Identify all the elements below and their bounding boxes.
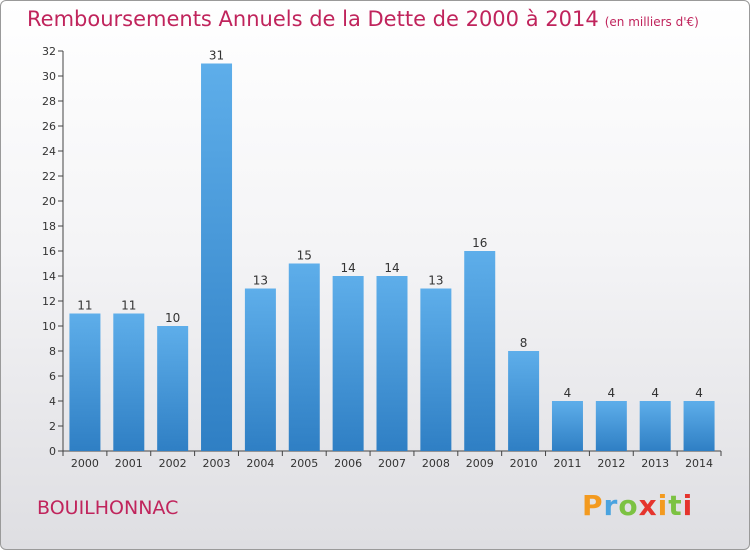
data-label-2005: 15 [297, 249, 312, 263]
y-tick-label: 16 [42, 245, 56, 258]
bar-2002 [157, 326, 189, 451]
logo-letter: r [603, 489, 619, 522]
bar-2005 [288, 263, 320, 451]
data-label-2014: 4 [695, 386, 703, 400]
data-label-2010: 8 [520, 336, 528, 350]
x-tick-label-2005: 2005 [290, 457, 318, 470]
data-label-2013: 4 [651, 386, 659, 400]
bar-2011 [551, 401, 583, 451]
x-tick-label-2004: 2004 [246, 457, 274, 470]
data-label-2000: 11 [77, 299, 92, 313]
bar-2001 [113, 313, 145, 451]
bar-2012 [595, 401, 627, 451]
data-label-2004: 13 [253, 274, 268, 288]
y-tick-label: 6 [49, 370, 56, 383]
y-tick-label: 24 [42, 145, 56, 158]
x-tick-label-2009: 2009 [466, 457, 494, 470]
commune-name: BOUILHONNAC [37, 497, 179, 519]
x-tick-label-2000: 2000 [71, 457, 99, 470]
x-tick-label-2006: 2006 [334, 457, 362, 470]
chart-subtitle: (en milliers d'€) [604, 15, 699, 29]
data-label-2012: 4 [608, 386, 616, 400]
y-tick-label: 20 [42, 195, 56, 208]
data-label-2009: 16 [472, 236, 487, 250]
data-label-2006: 14 [340, 261, 355, 275]
logo-letter: i [682, 489, 694, 522]
bar-2014 [683, 401, 715, 451]
bar-2013 [639, 401, 671, 451]
bar-2010 [508, 351, 540, 451]
chart-title-text: Remboursements Annuels de la Dette de 20… [27, 7, 599, 31]
data-label-2008: 13 [428, 274, 443, 288]
data-label-2002: 10 [165, 311, 180, 325]
x-tick-label-2013: 2013 [641, 457, 669, 470]
chart-title: Remboursements Annuels de la Dette de 20… [27, 7, 699, 31]
bar-2008 [420, 288, 452, 451]
y-tick-label: 0 [49, 445, 56, 458]
y-tick-label: 22 [42, 170, 56, 183]
x-tick-label-2002: 2002 [159, 457, 187, 470]
y-tick-label: 30 [42, 70, 56, 83]
y-tick-label: 18 [42, 220, 56, 233]
y-tick-label: 26 [42, 120, 56, 133]
data-label-2001: 11 [121, 299, 136, 313]
bar-2006 [332, 276, 364, 451]
y-tick-label: 2 [49, 420, 56, 433]
y-tick-label: 12 [42, 295, 56, 308]
data-label-2007: 14 [384, 261, 399, 275]
data-label-2011: 4 [564, 386, 572, 400]
bar-2000 [69, 313, 101, 451]
bar-2007 [376, 276, 408, 451]
x-tick-label-2003: 2003 [203, 457, 231, 470]
y-tick-label: 32 [42, 45, 56, 58]
y-tick-label: 4 [49, 395, 56, 408]
logo-letter: P [582, 489, 604, 522]
logo-letter: t [668, 489, 683, 522]
bars: 11 11 10 31 13 15 14 14 13 16 8 4 4 4 4 [69, 49, 715, 451]
bar-2003 [201, 63, 233, 451]
y-tick-label: 10 [42, 320, 56, 333]
logo-letter: x [638, 489, 658, 522]
x-tick-label-2008: 2008 [422, 457, 450, 470]
x-tick-label-2010: 2010 [510, 457, 538, 470]
logo-letter: i [657, 489, 669, 522]
y-tick-label: 8 [49, 345, 56, 358]
bar-2009 [464, 251, 496, 451]
bar-2004 [244, 288, 276, 451]
x-tick-label-2007: 2007 [378, 457, 406, 470]
data-label-2003: 31 [209, 49, 224, 63]
logo-letter: o [618, 489, 639, 522]
x-tick-label-2001: 2001 [115, 457, 143, 470]
x-tick-label-2011: 2011 [553, 457, 581, 470]
y-tick-label: 28 [42, 95, 56, 108]
x-axis: 2000 2001 2002 2003 2004 2005 2006 2007 2008 2009… [62, 450, 722, 470]
proxiti-logo: Proxiti [582, 489, 693, 522]
y-tick-label: 14 [42, 270, 56, 283]
x-tick-label-2014: 2014 [685, 457, 713, 470]
x-tick-label-2012: 2012 [597, 457, 625, 470]
